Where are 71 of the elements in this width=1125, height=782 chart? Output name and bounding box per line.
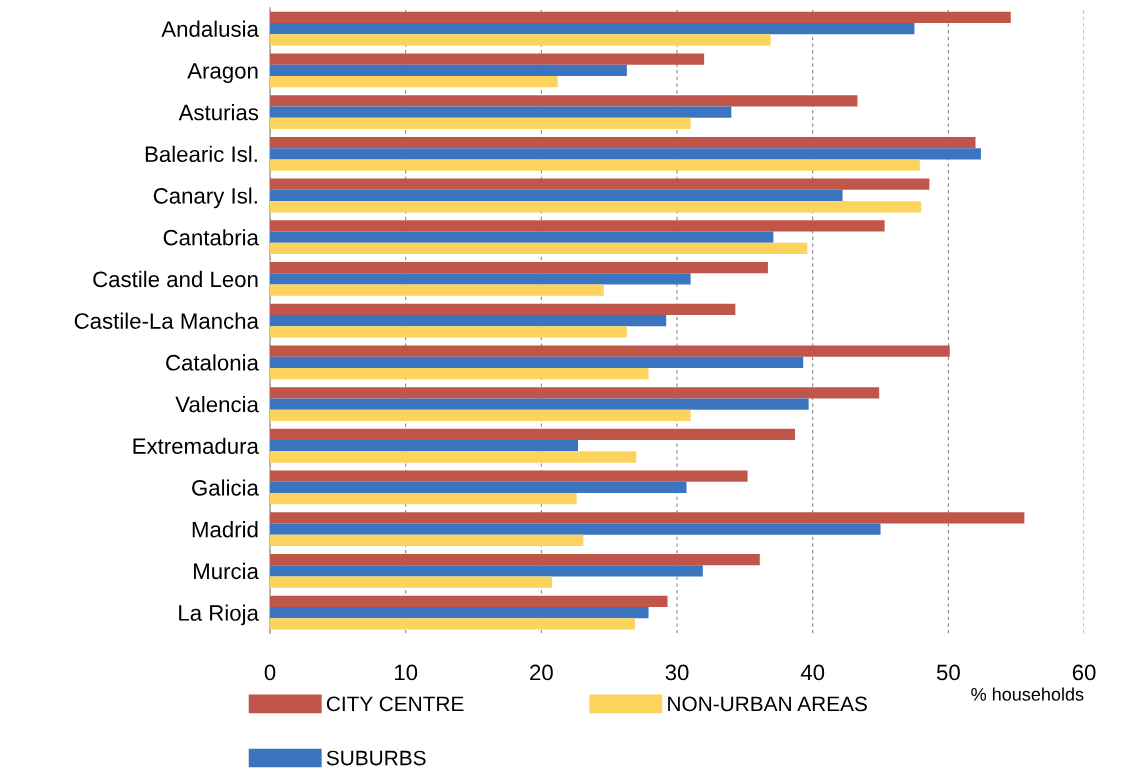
x-tick-label: 20 — [530, 664, 553, 681]
y-tick-label: Galicia — [192, 479, 259, 496]
bar — [270, 314, 667, 327]
bar — [270, 576, 553, 588]
bar — [270, 512, 1025, 524]
bar — [270, 565, 703, 577]
bar — [270, 356, 804, 368]
legend-label: SUBURBS — [326, 750, 426, 766]
y-tick-label: Balearic Isl. — [145, 145, 257, 163]
y-tick-label: Cantabria — [163, 229, 259, 246]
bar — [270, 440, 578, 452]
bar — [270, 273, 691, 285]
bar — [270, 595, 668, 607]
y-tick-label: Valencia — [175, 395, 259, 413]
bar — [270, 345, 950, 357]
bar — [270, 284, 604, 296]
bar — [270, 262, 768, 274]
bar — [270, 64, 627, 77]
bar — [270, 367, 649, 380]
x-tick-label: 30 — [665, 664, 689, 681]
bar — [270, 451, 637, 463]
y-tick-label: Andalusia — [161, 20, 259, 37]
y-tick-label: Murcia — [194, 562, 259, 580]
bar — [270, 95, 858, 107]
legend-label: CITY CENTRE — [326, 696, 464, 712]
bar — [270, 428, 796, 441]
bar — [270, 23, 915, 35]
bar — [270, 481, 687, 494]
bar — [270, 159, 920, 171]
bar — [270, 493, 577, 505]
legend-label: NON-URBAN AREAS — [668, 696, 867, 712]
x-tick-label: 0 — [264, 664, 276, 681]
y-tick-label: Castile and Leon — [93, 270, 258, 288]
x-tick-label: 10 — [395, 664, 418, 681]
bar — [270, 231, 774, 243]
bar — [270, 148, 981, 160]
bar — [270, 606, 649, 619]
x-tick-label: 50 — [936, 664, 960, 681]
y-tick-label: Castile-La Mancha — [74, 312, 259, 329]
y-tick-label: Canary Isl. — [153, 187, 257, 209]
bar — [270, 553, 760, 566]
bar — [270, 106, 732, 118]
bar — [270, 220, 885, 232]
bar — [270, 53, 705, 65]
bar — [270, 189, 843, 202]
bar — [270, 387, 880, 399]
y-tick-label: Extremadura — [133, 437, 259, 455]
bar — [270, 398, 809, 410]
bar — [270, 117, 691, 129]
bar — [270, 201, 922, 213]
y-tick-label: Asturias — [178, 104, 259, 121]
bar — [270, 523, 881, 535]
x-tick-label: 40 — [800, 664, 825, 681]
bar — [270, 76, 558, 88]
bar — [270, 303, 736, 315]
bar — [270, 470, 748, 482]
y-tick-label: Aragon — [187, 63, 258, 84]
bar — [270, 409, 691, 421]
bar — [270, 34, 771, 46]
y-tick-label: La Rioja — [179, 604, 259, 626]
x-axis-title: % households — [971, 687, 1084, 701]
x-tick-label: 60 — [1072, 664, 1096, 681]
bar — [270, 618, 635, 630]
bar — [270, 178, 930, 190]
y-tick-label: Catalonia — [166, 354, 259, 371]
y-tick-label: Madrid — [192, 521, 258, 538]
bar — [270, 136, 976, 149]
bar — [270, 11, 1011, 24]
bar — [270, 242, 808, 255]
bar — [270, 534, 584, 547]
bar — [270, 326, 627, 338]
